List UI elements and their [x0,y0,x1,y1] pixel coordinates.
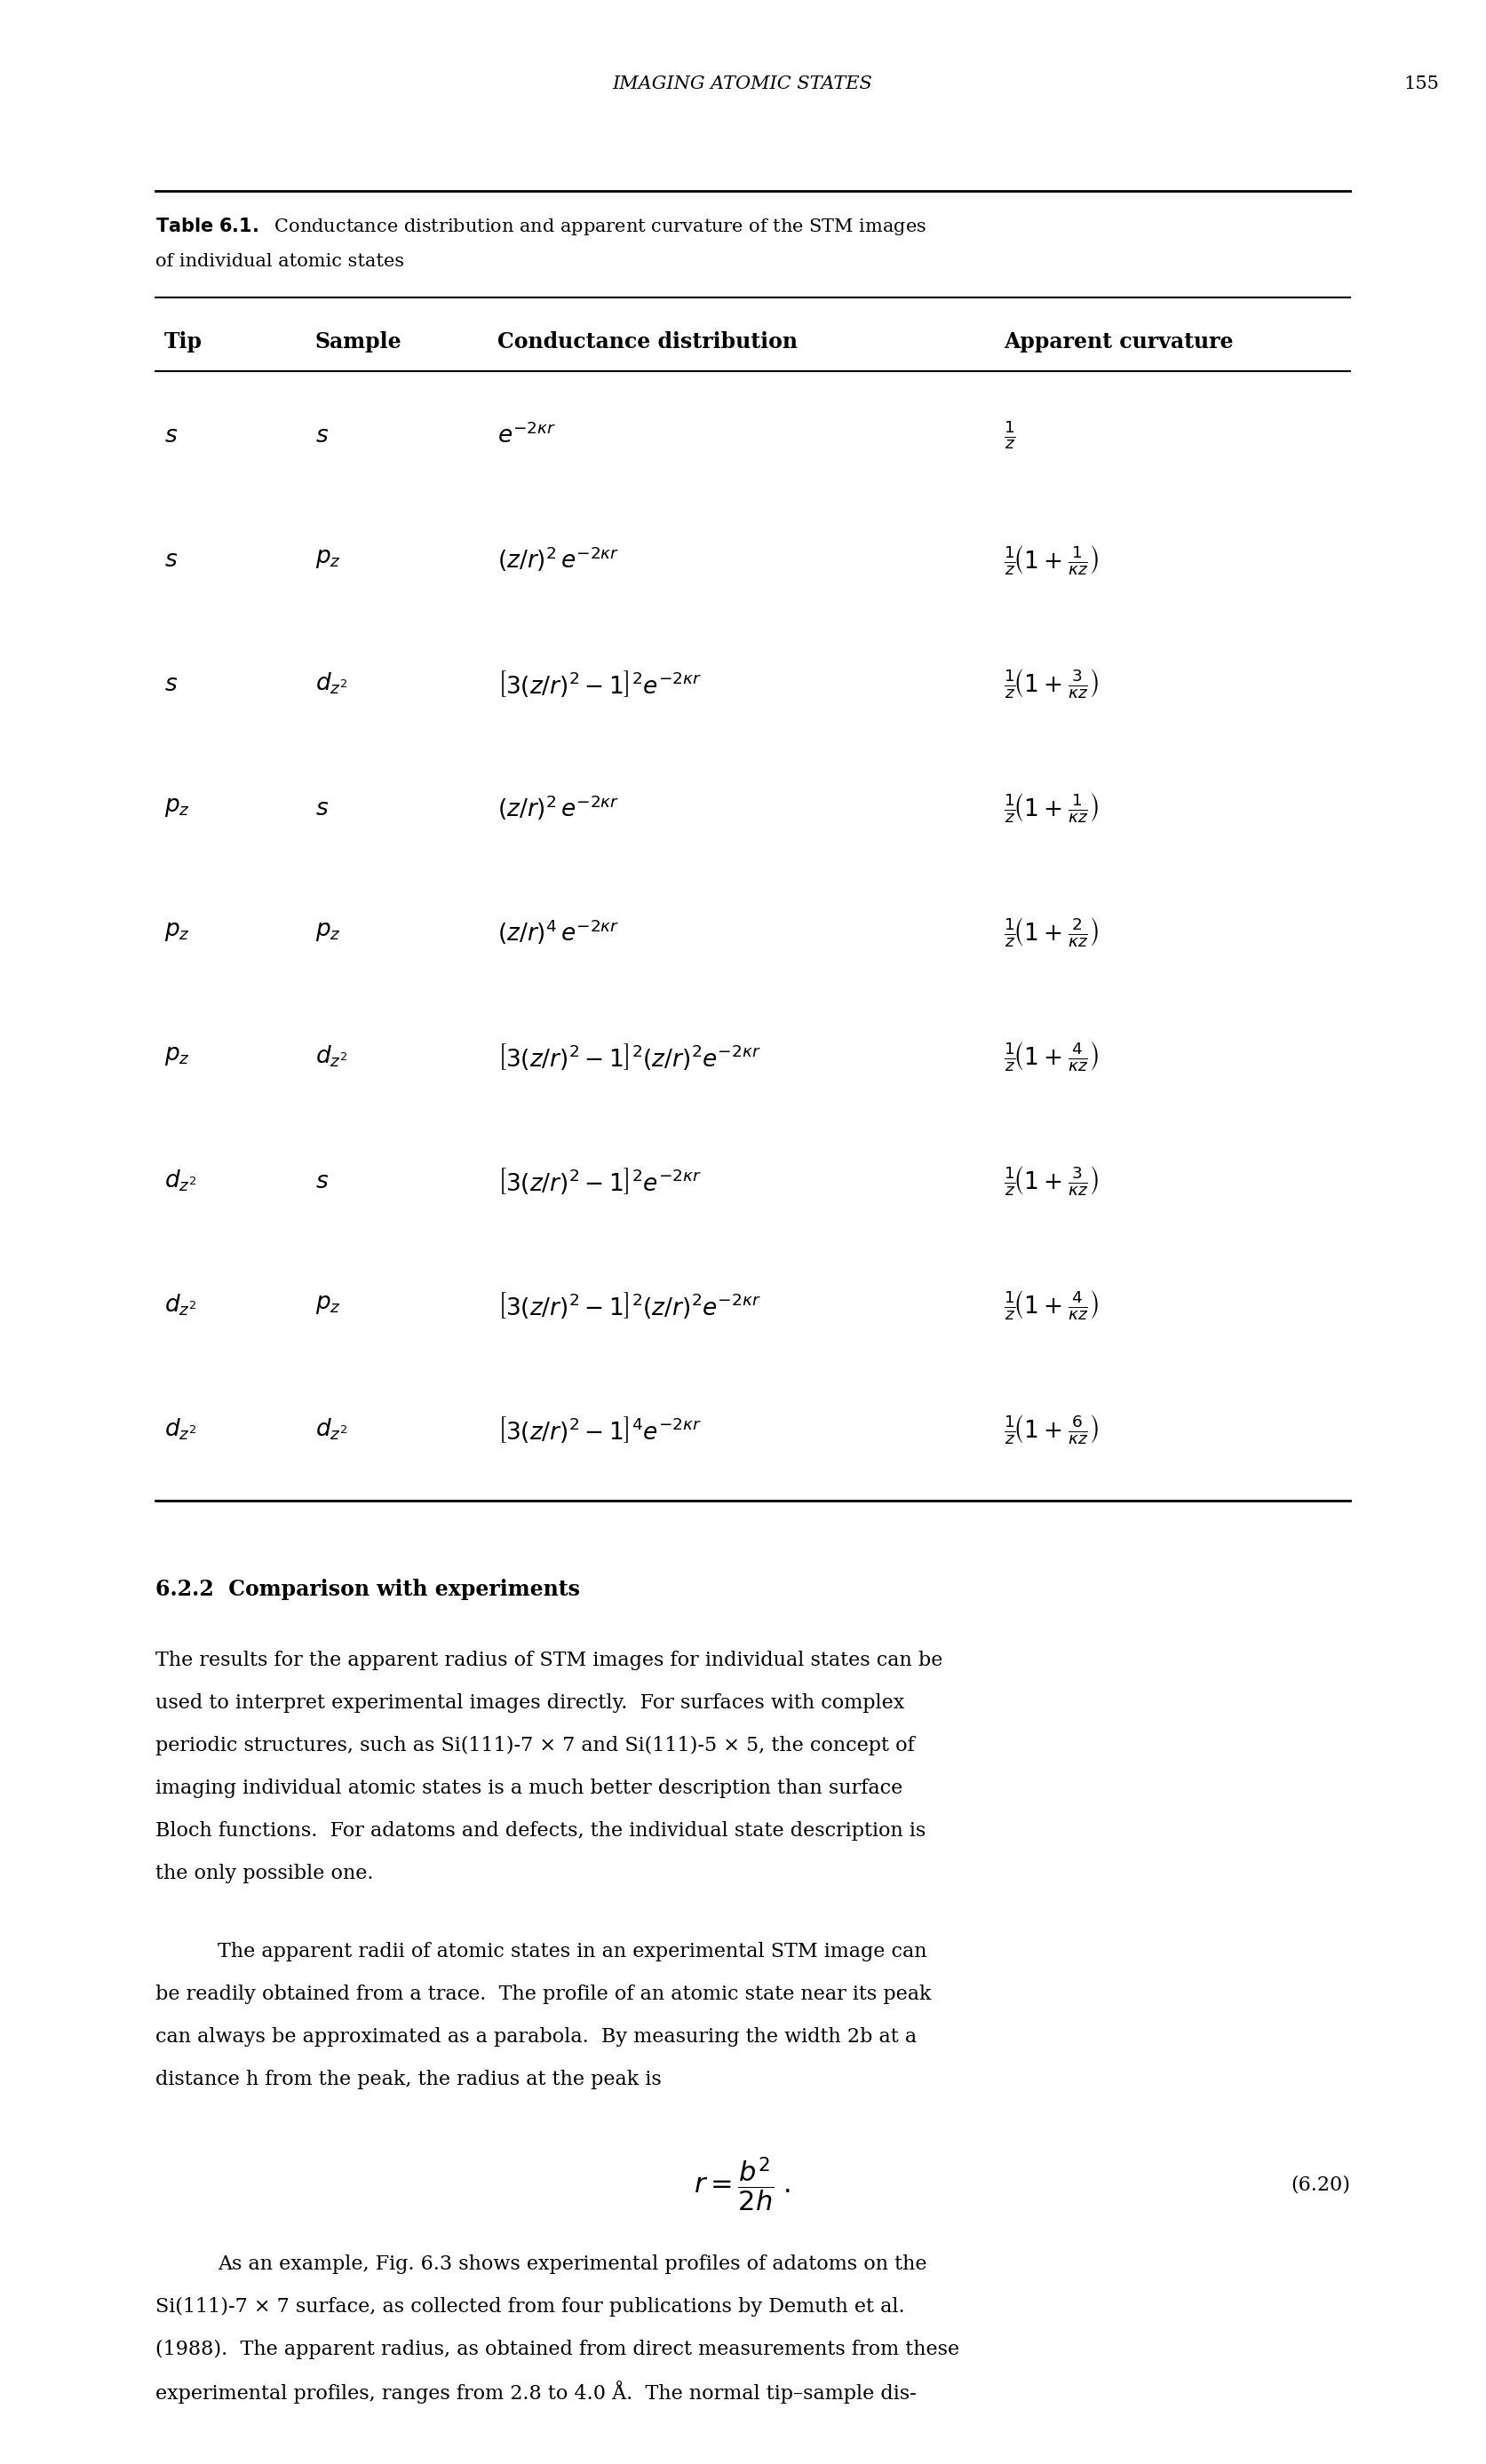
Text: $\left[3(z/r)^2-1\right]^2(z/r)^2 e^{-2\kappa r}$: $\left[3(z/r)^2-1\right]^2(z/r)^2 e^{-2\… [498,1042,761,1072]
Text: $p_z$: $p_z$ [165,922,190,944]
Text: $\frac{1}{z}\!\left(1+\frac{3}{\kappa z}\right)$: $\frac{1}{z}\!\left(1+\frac{3}{\kappa z}… [1003,1165,1098,1198]
Text: $d_{z^2}$: $d_{z^2}$ [165,1294,196,1318]
Text: $p_z$: $p_z$ [315,922,340,944]
Text: $\frac{1}{z}\!\left(1+\frac{4}{\kappa z}\right)$: $\frac{1}{z}\!\left(1+\frac{4}{\kappa z}… [1003,1040,1098,1072]
Text: $\frac{1}{z}\!\left(1+\frac{1}{\kappa z}\right)$: $\frac{1}{z}\!\left(1+\frac{1}{\kappa z}… [1003,791,1098,825]
Text: periodic structures, such as Si(111)-7 × 7 and Si(111)-5 × 5, the concept of: periodic structures, such as Si(111)-7 ×… [156,1735,915,1754]
Text: $\frac{1}{z}\!\left(1+\frac{3}{\kappa z}\right)$: $\frac{1}{z}\!\left(1+\frac{3}{\kappa z}… [1003,668,1098,700]
Text: experimental profiles, ranges from 2.8 to 4.0 Å.  The normal tip–sample dis-: experimental profiles, ranges from 2.8 t… [156,2380,917,2402]
Text: $(z/r)^2\, e^{-2\kappa r}$: $(z/r)^2\, e^{-2\kappa r}$ [498,545,620,574]
Text: $d_{z^2}$: $d_{z^2}$ [315,670,348,697]
Text: As an example, Fig. 6.3 shows experimental profiles of adatoms on the: As an example, Fig. 6.3 shows experiment… [217,2255,927,2274]
Text: $r = \dfrac{b^2}{2h}\;.$: $r = \dfrac{b^2}{2h}\;.$ [694,2156,791,2213]
Text: $p_z$: $p_z$ [165,796,190,818]
Text: (1988).  The apparent radius, as obtained from direct measurements from these: (1988). The apparent radius, as obtained… [156,2341,960,2358]
Text: $d_{z^2}$: $d_{z^2}$ [315,1417,348,1441]
Text: The results for the apparent radius of STM images for individual states can be: The results for the apparent radius of S… [156,1651,942,1671]
Text: $s$: $s$ [315,424,328,446]
Text: $p_z$: $p_z$ [165,1045,190,1067]
Text: $\frac{1}{z}\!\left(1+\frac{2}{\kappa z}\right)$: $\frac{1}{z}\!\left(1+\frac{2}{\kappa z}… [1003,917,1098,949]
Text: $(z/r)^2\, e^{-2\kappa r}$: $(z/r)^2\, e^{-2\kappa r}$ [498,793,620,823]
Text: 155: 155 [1403,76,1438,94]
Text: $s$: $s$ [165,424,178,446]
Text: 6.2.2  Comparison with experiments: 6.2.2 Comparison with experiments [156,1579,580,1599]
Text: distance h from the peak, the radius at the peak is: distance h from the peak, the radius at … [156,2070,661,2089]
Text: $\left[3(z/r)^2-1\right]^2(z/r)^2 e^{-2\kappa r}$: $\left[3(z/r)^2-1\right]^2(z/r)^2 e^{-2\… [498,1291,761,1321]
Text: be readily obtained from a trace.  The profile of an atomic state near its peak: be readily obtained from a trace. The pr… [156,1984,932,2003]
Text: imaging individual atomic states is a much better description than surface: imaging individual atomic states is a mu… [156,1779,902,1799]
Text: $\left[3(z/r)^2-1\right]^4 e^{-2\kappa r}$: $\left[3(z/r)^2-1\right]^4 e^{-2\kappa r… [498,1414,701,1444]
Text: the only possible one.: the only possible one. [156,1863,373,1882]
Text: Si(111)-7 × 7 surface, as collected from four publications by Demuth et al.: Si(111)-7 × 7 surface, as collected from… [156,2296,905,2316]
Text: $s$: $s$ [165,673,178,695]
Text: $\left[3(z/r)^2-1\right]^2 e^{-2\kappa r}$: $\left[3(z/r)^2-1\right]^2 e^{-2\kappa r… [498,1165,701,1195]
Text: Bloch functions.  For adatoms and defects, the individual state description is: Bloch functions. For adatoms and defects… [156,1821,926,1841]
Text: $s$: $s$ [315,1170,328,1193]
Text: Sample: Sample [315,330,403,352]
Text: $e^{-2\kappa r}$: $e^{-2\kappa r}$ [498,421,556,448]
Text: Conductance distribution: Conductance distribution [498,330,798,352]
Text: $\left[3(z/r)^2-1\right]^2 e^{-2\kappa r}$: $\left[3(z/r)^2-1\right]^2 e^{-2\kappa r… [498,668,701,700]
Text: can always be approximated as a parabola.  By measuring the width 2b at a: can always be approximated as a parabola… [156,2028,917,2048]
Text: $d_{z^2}$: $d_{z^2}$ [165,1417,196,1441]
Text: $d_{z^2}$: $d_{z^2}$ [165,1168,196,1193]
Text: The apparent radii of atomic states in an experimental STM image can: The apparent radii of atomic states in a… [217,1942,927,1961]
Text: IMAGING ATOMIC STATES: IMAGING ATOMIC STATES [612,76,872,94]
Text: $\frac{1}{z}\!\left(1+\frac{6}{\kappa z}\right)$: $\frac{1}{z}\!\left(1+\frac{6}{\kappa z}… [1003,1414,1098,1446]
Text: $\frac{1}{z}$: $\frac{1}{z}$ [1003,419,1016,451]
Text: $d_{z^2}$: $d_{z^2}$ [315,1045,348,1069]
Text: $s$: $s$ [165,549,178,572]
Text: $s$: $s$ [315,796,328,818]
Text: of individual atomic states: of individual atomic states [156,254,404,271]
Text: $\frac{1}{z}\!\left(1+\frac{1}{\kappa z}\right)$: $\frac{1}{z}\!\left(1+\frac{1}{\kappa z}… [1003,542,1098,577]
Text: $(z/r)^4\, e^{-2\kappa r}$: $(z/r)^4\, e^{-2\kappa r}$ [498,919,620,946]
Text: $\frac{1}{z}\!\left(1+\frac{4}{\kappa z}\right)$: $\frac{1}{z}\!\left(1+\frac{4}{\kappa z}… [1003,1289,1098,1321]
Text: $p_z$: $p_z$ [315,549,340,572]
Text: $p_z$: $p_z$ [315,1294,340,1316]
Text: Tip: Tip [165,330,202,352]
Text: used to interpret experimental images directly.  For surfaces with complex: used to interpret experimental images di… [156,1693,905,1712]
Text: Apparent curvature: Apparent curvature [1003,330,1233,352]
Text: $\bf{Table\ 6.1.}$  Conductance distribution and apparent curvature of the STM i: $\bf{Table\ 6.1.}$ Conductance distribut… [156,217,926,237]
Text: (6.20): (6.20) [1290,2176,1351,2193]
